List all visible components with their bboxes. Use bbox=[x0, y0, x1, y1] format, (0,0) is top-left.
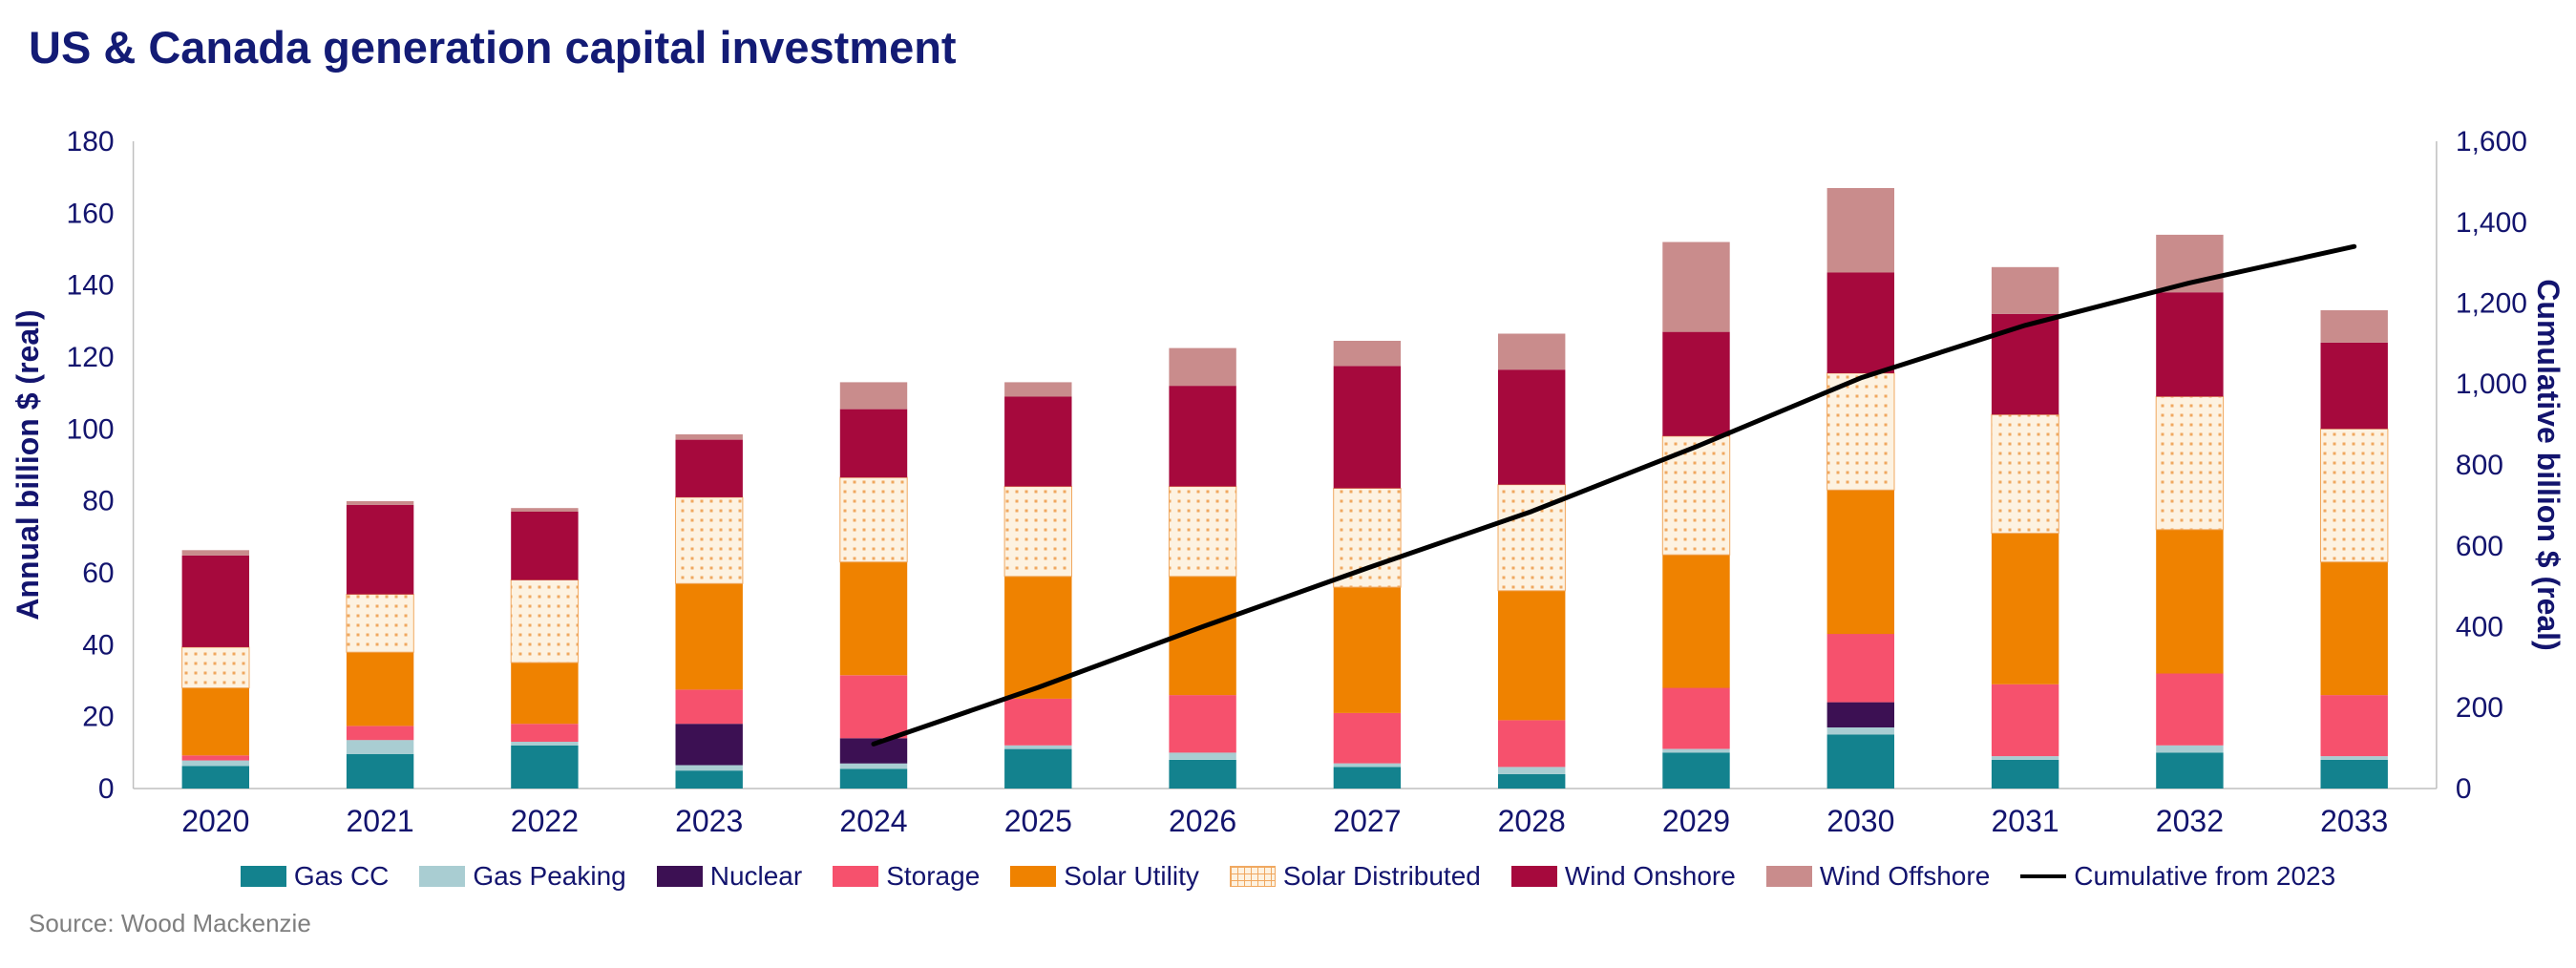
svg-text:400: 400 bbox=[2456, 612, 2503, 643]
svg-text:60: 60 bbox=[82, 558, 114, 589]
svg-text:100: 100 bbox=[67, 413, 115, 445]
svg-text:600: 600 bbox=[2456, 531, 2503, 562]
svg-text:40: 40 bbox=[82, 629, 114, 661]
svg-text:20: 20 bbox=[82, 702, 114, 733]
svg-text:2020: 2020 bbox=[181, 804, 249, 838]
svg-text:2024: 2024 bbox=[839, 804, 907, 838]
svg-text:2022: 2022 bbox=[511, 804, 579, 838]
svg-text:2032: 2032 bbox=[2156, 804, 2224, 838]
svg-text:2028: 2028 bbox=[1498, 804, 1566, 838]
svg-text:160: 160 bbox=[67, 198, 115, 229]
svg-text:2030: 2030 bbox=[1826, 804, 1894, 838]
svg-text:2031: 2031 bbox=[1992, 804, 2059, 838]
svg-text:1,000: 1,000 bbox=[2456, 368, 2527, 400]
svg-text:800: 800 bbox=[2456, 450, 2503, 481]
svg-text:80: 80 bbox=[82, 486, 114, 517]
svg-text:2023: 2023 bbox=[675, 804, 743, 838]
svg-text:2025: 2025 bbox=[1004, 804, 1072, 838]
svg-text:180: 180 bbox=[67, 126, 115, 158]
svg-text:1,400: 1,400 bbox=[2456, 207, 2527, 239]
svg-text:2033: 2033 bbox=[2320, 804, 2388, 838]
svg-text:140: 140 bbox=[67, 270, 115, 302]
svg-text:Annual billion $ (real): Annual billion $ (real) bbox=[11, 309, 45, 620]
svg-text:120: 120 bbox=[67, 342, 115, 373]
svg-text:2027: 2027 bbox=[1333, 804, 1401, 838]
svg-text:200: 200 bbox=[2456, 692, 2503, 724]
svg-text:0: 0 bbox=[98, 773, 115, 805]
svg-text:1,200: 1,200 bbox=[2456, 288, 2527, 320]
svg-text:2026: 2026 bbox=[1169, 804, 1236, 838]
svg-text:2021: 2021 bbox=[347, 804, 414, 838]
svg-text:0: 0 bbox=[2456, 773, 2472, 805]
svg-text:2029: 2029 bbox=[1662, 804, 1730, 838]
svg-text:1,600: 1,600 bbox=[2456, 126, 2527, 158]
svg-text:Cumulative billion $ (real): Cumulative billion $ (real) bbox=[2531, 279, 2565, 650]
